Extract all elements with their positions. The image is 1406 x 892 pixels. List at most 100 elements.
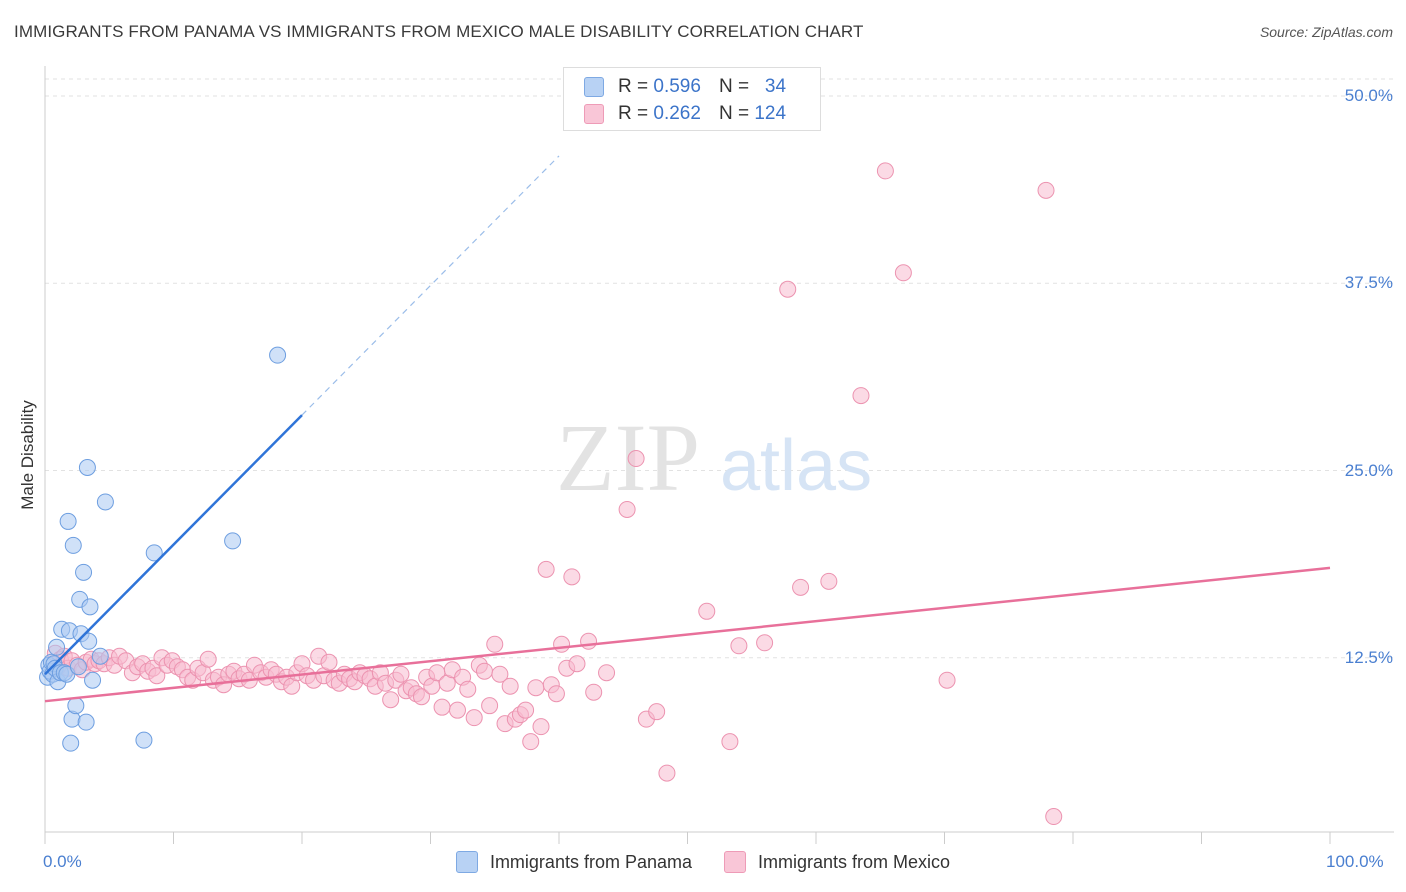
mexico-point-105	[585, 683, 603, 701]
legend-row-panama: R = 0.596 N = 34	[584, 75, 786, 99]
mexico-point-97	[537, 560, 555, 578]
watermark: ZIP atlas	[556, 404, 872, 511]
r-label: R =	[618, 103, 649, 124]
watermark-atlas: atlas	[720, 426, 872, 506]
mexico-point-55	[320, 653, 338, 671]
n-value-panama: 34	[764, 76, 787, 97]
panama-series	[39, 346, 287, 752]
series-legend: Immigrants from Panama Immigrants from M…	[0, 851, 1406, 873]
mexico-trend-line	[44, 566, 1331, 703]
mexico-point-22	[148, 667, 166, 685]
mexico-point-90	[501, 677, 519, 695]
n-value-mexico: 124	[754, 103, 787, 124]
grid-lines	[45, 78, 1394, 659]
mexico-point-96	[532, 718, 550, 736]
mexico-legend-swatch	[724, 851, 746, 873]
y-tick-label-1: 25.0%	[1344, 460, 1393, 480]
mexico-point-106	[598, 664, 616, 682]
panama-trend-extension	[301, 155, 560, 416]
mexico-point-83	[465, 709, 483, 727]
panama-legend-swatch	[455, 851, 478, 873]
legend-label-mexico: Immigrants from Mexico	[758, 851, 951, 872]
n-label: N =	[718, 103, 750, 124]
mexico-point-122	[938, 671, 956, 689]
panama-point-24	[78, 459, 96, 477]
mexico-point-123	[1037, 181, 1055, 199]
mexico-point-117	[792, 578, 810, 596]
mexico-point-108	[627, 450, 645, 468]
mexico-point-104	[580, 632, 598, 650]
legend-item-mexico[interactable]: Immigrants from Mexico	[724, 851, 950, 873]
legend-label-panama: Immigrants from Panama	[489, 851, 692, 872]
panama-point-18	[67, 697, 85, 715]
mexico-point-87	[486, 635, 504, 653]
panama-point-29	[96, 493, 114, 511]
mexico-point-113	[721, 733, 739, 751]
x-tick-max: 100.0%	[1326, 852, 1384, 871]
panama-point-32	[224, 532, 242, 550]
mexico-swatch	[584, 104, 604, 124]
chart-title: IMMIGRANTS FROM PANAMA VS IMMIGRANTS FRO…	[14, 22, 864, 41]
mexico-point-73	[413, 688, 431, 706]
panama-point-7	[48, 638, 66, 656]
mexico-point-67	[382, 691, 400, 709]
panama-point-33	[269, 346, 287, 364]
mexico-point-99	[547, 685, 565, 703]
panama-trend-line	[44, 414, 303, 676]
mexico-point-80	[448, 701, 466, 719]
r-value-mexico: 0.262	[653, 103, 701, 124]
legend-row-mexico: R = 0.262 N = 124	[584, 102, 786, 126]
mexico-point-32	[199, 650, 217, 668]
mexico-point-86	[481, 697, 499, 715]
mexico-point-95	[527, 679, 545, 697]
y-tick-label-2: 37.5%	[1344, 273, 1393, 293]
source-label: Source: ZipAtlas.com	[1259, 24, 1393, 40]
r-label: R =	[618, 76, 649, 97]
mexico-point-112	[698, 602, 716, 620]
mexico-point-119	[852, 387, 870, 405]
panama-point-17	[64, 536, 82, 554]
mexico-point-103	[568, 655, 586, 673]
panama-point-27	[84, 671, 102, 689]
panama-point-26	[81, 598, 99, 616]
mexico-point-124	[1045, 808, 1063, 826]
panama-point-30	[135, 731, 153, 749]
mexico-point-102	[563, 568, 581, 586]
panama-point-31	[145, 544, 163, 562]
panama-point-28	[91, 647, 109, 665]
mexico-point-120	[876, 162, 894, 180]
legend-item-panama[interactable]: Immigrants from Panama	[455, 851, 692, 873]
mexico-point-118	[820, 572, 838, 590]
panama-point-23	[77, 713, 95, 731]
mexico-series	[46, 162, 1063, 826]
trend-lines	[44, 155, 1331, 703]
n-label: N =	[718, 76, 750, 97]
mexico-point-111	[658, 764, 676, 782]
mexico-point-100	[553, 635, 571, 653]
panama-point-22	[75, 563, 93, 581]
panama-point-25	[80, 632, 98, 650]
r-value-panama: 0.596	[653, 76, 701, 97]
mexico-point-82	[459, 680, 477, 698]
panama-point-19	[69, 658, 87, 676]
mexico-point-77	[433, 698, 451, 716]
y-tick-label-3: 50.0%	[1344, 86, 1393, 105]
mexico-point-85	[475, 662, 493, 680]
mexico-point-94	[522, 733, 540, 751]
mexico-point-69	[392, 665, 410, 683]
mexico-point-114	[730, 637, 748, 655]
mexico-point-116	[779, 280, 797, 298]
mexico-point-121	[894, 264, 912, 282]
panama-point-15	[62, 734, 80, 752]
panama-point-13	[59, 512, 77, 530]
mexico-point-110	[648, 703, 666, 721]
panama-swatch	[584, 77, 604, 97]
mexico-point-88	[491, 665, 509, 683]
y-tick-label-0: 12.5%	[1344, 647, 1393, 667]
mexico-point-107	[618, 500, 636, 518]
correlation-legend: R = 0.596 N = 34 R = 0.262 N = 124	[563, 67, 821, 131]
mexico-point-115	[756, 634, 774, 652]
mexico-point-93	[517, 701, 535, 719]
x-tick-min: 0.0%	[43, 852, 82, 871]
